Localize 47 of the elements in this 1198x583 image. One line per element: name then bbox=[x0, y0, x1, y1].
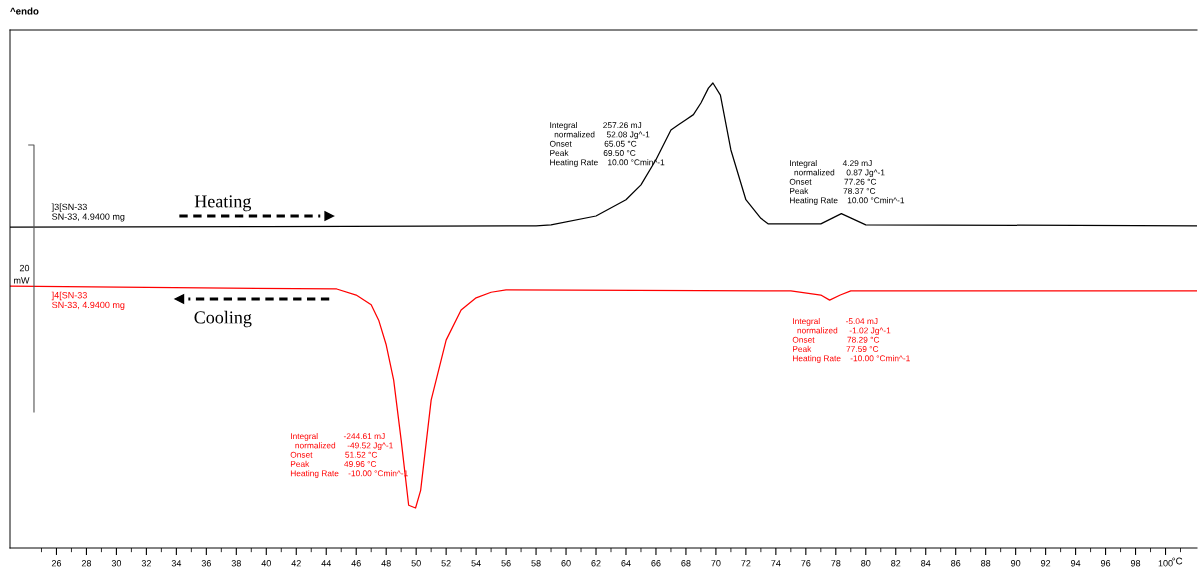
x-tick-label: 42 bbox=[291, 560, 301, 567]
x-tick-label: 76 bbox=[801, 560, 811, 567]
x-tick-label: 68 bbox=[681, 560, 691, 567]
x-tick-label: 26 bbox=[51, 560, 62, 567]
x-tick-label: 44 bbox=[321, 560, 331, 567]
x-tick-label: 86 bbox=[951, 560, 961, 567]
annotation: 20 mW bbox=[14, 264, 30, 284]
x-tick-label: 100 bbox=[1158, 560, 1173, 567]
x-tick-label: 60 bbox=[561, 560, 571, 567]
x-tick-label: 38 bbox=[231, 560, 241, 567]
x-tick-label: 32 bbox=[141, 560, 151, 567]
series-label: ]4[SN-33 SN-33, 4.9400 mg bbox=[51, 291, 125, 310]
x-tick-label: 94 bbox=[1071, 560, 1081, 567]
x-tick-label: 96 bbox=[1100, 560, 1111, 567]
x-tick-label: 62 bbox=[591, 560, 601, 567]
text: ^endo bbox=[10, 7, 39, 15]
x-tick-label: 34 bbox=[171, 560, 182, 567]
x-tick-label: 52 bbox=[441, 560, 451, 567]
x-tick-label: 54 bbox=[471, 560, 481, 567]
x-tick-label: 72 bbox=[741, 560, 751, 567]
x-tick-label: 36 bbox=[201, 560, 211, 567]
x-tick-label: 66 bbox=[651, 560, 661, 567]
annotation: Cooling bbox=[194, 310, 252, 328]
x-tick-label: 92 bbox=[1041, 560, 1051, 567]
x-tick-label: 28 bbox=[81, 560, 92, 567]
annotation: Heating bbox=[194, 195, 252, 212]
x-tick-label: 48 bbox=[381, 560, 391, 567]
x-tick-label: 40 bbox=[261, 560, 271, 567]
x-tick-label: 58 bbox=[531, 560, 541, 567]
x-tick-label: 80 bbox=[861, 560, 871, 567]
x-tick-label: 84 bbox=[921, 560, 931, 567]
x-tick-label: 50 bbox=[411, 560, 421, 567]
x-tick-label: 78 bbox=[831, 560, 841, 567]
x-tick-label: 74 bbox=[771, 560, 781, 567]
x-tick-label: 56 bbox=[501, 560, 511, 567]
annotation: Integral -5.04 mJ normalized -1.02 Jg^-1 Onset 78.29 °C Peak 77.59 °C Heating Rate -10.00 °Cmin^-1 bbox=[792, 318, 910, 363]
x-tick-label: 98 bbox=[1130, 560, 1141, 567]
series-label: ]3[SN-33 SN-33, 4.9400 mg bbox=[51, 203, 125, 222]
x-tick-label: 88 bbox=[981, 560, 991, 567]
x-tick-label: 30 bbox=[111, 560, 122, 567]
x-tick-label: 64 bbox=[621, 560, 631, 567]
x-tick-label: 82 bbox=[891, 560, 901, 567]
x-axis-title: °C bbox=[1172, 557, 1183, 565]
x-tick-label: 46 bbox=[351, 560, 361, 567]
x-tick-label: 70 bbox=[711, 560, 721, 567]
x-tick-label: 90 bbox=[1011, 560, 1021, 567]
annotation: Integral 4.29 mJ normalized 0.87 Jg^-1 Onset 77.26 °C Peak 78.37 °C Heating Rate 10.00 °Cmin^-1 bbox=[789, 160, 905, 205]
